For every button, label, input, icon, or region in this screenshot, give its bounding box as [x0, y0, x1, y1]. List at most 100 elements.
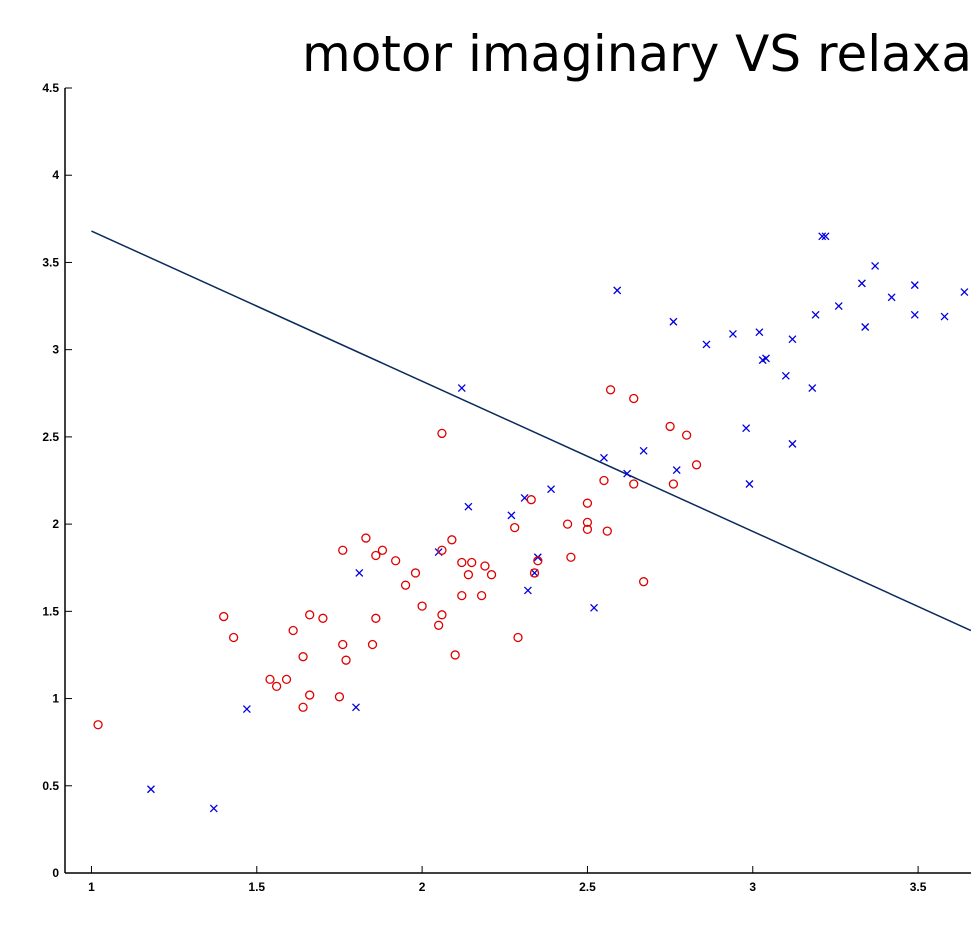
cross-point [808, 384, 817, 393]
circle-point [437, 545, 447, 555]
circle-point [400, 580, 411, 590]
cross-point [242, 705, 251, 713]
cross-point [600, 453, 608, 462]
cross-stroke [887, 293, 896, 302]
cross-stroke [818, 232, 827, 241]
y-tick-label: 3 [52, 343, 59, 357]
circle-point [599, 475, 609, 486]
cross-stroke [788, 335, 797, 344]
circle-point [433, 620, 444, 630]
x-tick-label: 3.5 [910, 880, 927, 894]
cross-stroke [355, 568, 364, 577]
circle-point [93, 720, 103, 730]
circle-point [219, 611, 229, 622]
cross-stroke [669, 317, 678, 326]
x-tick-label: 1.5 [248, 880, 265, 894]
circle-point [526, 495, 536, 505]
cross-stroke [728, 330, 737, 338]
cross-point [530, 568, 539, 577]
y-tick-label: 1 [52, 692, 59, 706]
circle-point [681, 430, 692, 440]
circle-point [367, 639, 378, 650]
cross-stroke [530, 568, 539, 577]
circle-point [410, 568, 421, 578]
circle-point [629, 393, 639, 404]
circle-point [377, 545, 388, 555]
cross-point [960, 288, 969, 297]
circle-point [305, 610, 315, 620]
cross-stroke [242, 705, 251, 713]
cross-point [672, 466, 681, 474]
circle-point [602, 526, 612, 536]
cross-point [669, 317, 678, 326]
cross-point [910, 281, 919, 290]
decision-boundary-line [91, 230, 971, 632]
circle-point [265, 674, 275, 685]
x-tick-label: 3 [749, 880, 756, 894]
circle-point [486, 570, 497, 580]
cross-stroke [352, 703, 360, 712]
x-tick-label: 2.5 [579, 880, 596, 894]
circle-point [288, 625, 298, 636]
circle-point [513, 632, 523, 643]
circle-point [334, 692, 345, 702]
cross-point [821, 232, 830, 241]
circle-point [582, 517, 593, 528]
decision-boundary [91, 230, 971, 632]
cross-point [507, 511, 516, 520]
circle-point [467, 557, 477, 568]
cross-point [728, 330, 737, 338]
circle-point [566, 552, 576, 562]
cross-stroke [871, 261, 880, 270]
x-tick-label: 2 [419, 880, 426, 894]
y-tick-label: 1.5 [42, 604, 59, 618]
cross-point [523, 586, 532, 595]
cross-stroke [623, 469, 632, 478]
cross-point [742, 424, 751, 433]
circle-point [638, 577, 649, 587]
circle-point [533, 556, 543, 566]
cross-point [940, 312, 949, 321]
circle-point [338, 545, 348, 555]
circle-point [371, 613, 381, 623]
circle-point [305, 690, 315, 700]
cross-stroke [821, 232, 830, 241]
cross-point [147, 785, 155, 794]
cross-point [755, 328, 764, 337]
cross-stroke [457, 384, 466, 393]
cross-stroke [811, 310, 820, 319]
cross-point [464, 502, 473, 511]
cross-point [745, 480, 754, 488]
circle-point [529, 568, 540, 578]
cross-stroke [590, 603, 599, 612]
cross-point [762, 354, 770, 363]
cross-stroke [639, 446, 648, 455]
circle-point [437, 610, 447, 620]
cross-stroke [910, 310, 919, 319]
circle-point [391, 556, 401, 566]
cross-point [547, 485, 556, 494]
cross-stroke [755, 328, 764, 337]
cross-stroke [507, 511, 516, 520]
circle-point [480, 561, 490, 571]
cross-stroke [861, 323, 870, 331]
circle-point [691, 460, 702, 470]
y-tick-label: 0 [52, 866, 59, 880]
circle-point [417, 601, 427, 611]
circle-point [510, 522, 520, 533]
y-tick-label: 2 [52, 517, 59, 531]
cross-stroke [910, 281, 919, 290]
circle-point [629, 479, 639, 489]
cross-stroke [520, 493, 529, 502]
cross-stroke [745, 480, 754, 488]
y-tick-label: 0.5 [42, 779, 59, 793]
data-points [93, 232, 969, 813]
cross-stroke [613, 286, 622, 295]
circle-point [562, 519, 573, 529]
y-tick-label: 2.5 [42, 430, 59, 444]
y-tick-label: 4.5 [42, 81, 59, 95]
cross-stroke [523, 586, 532, 595]
circle-point [338, 639, 348, 650]
cross-stroke [762, 354, 770, 363]
